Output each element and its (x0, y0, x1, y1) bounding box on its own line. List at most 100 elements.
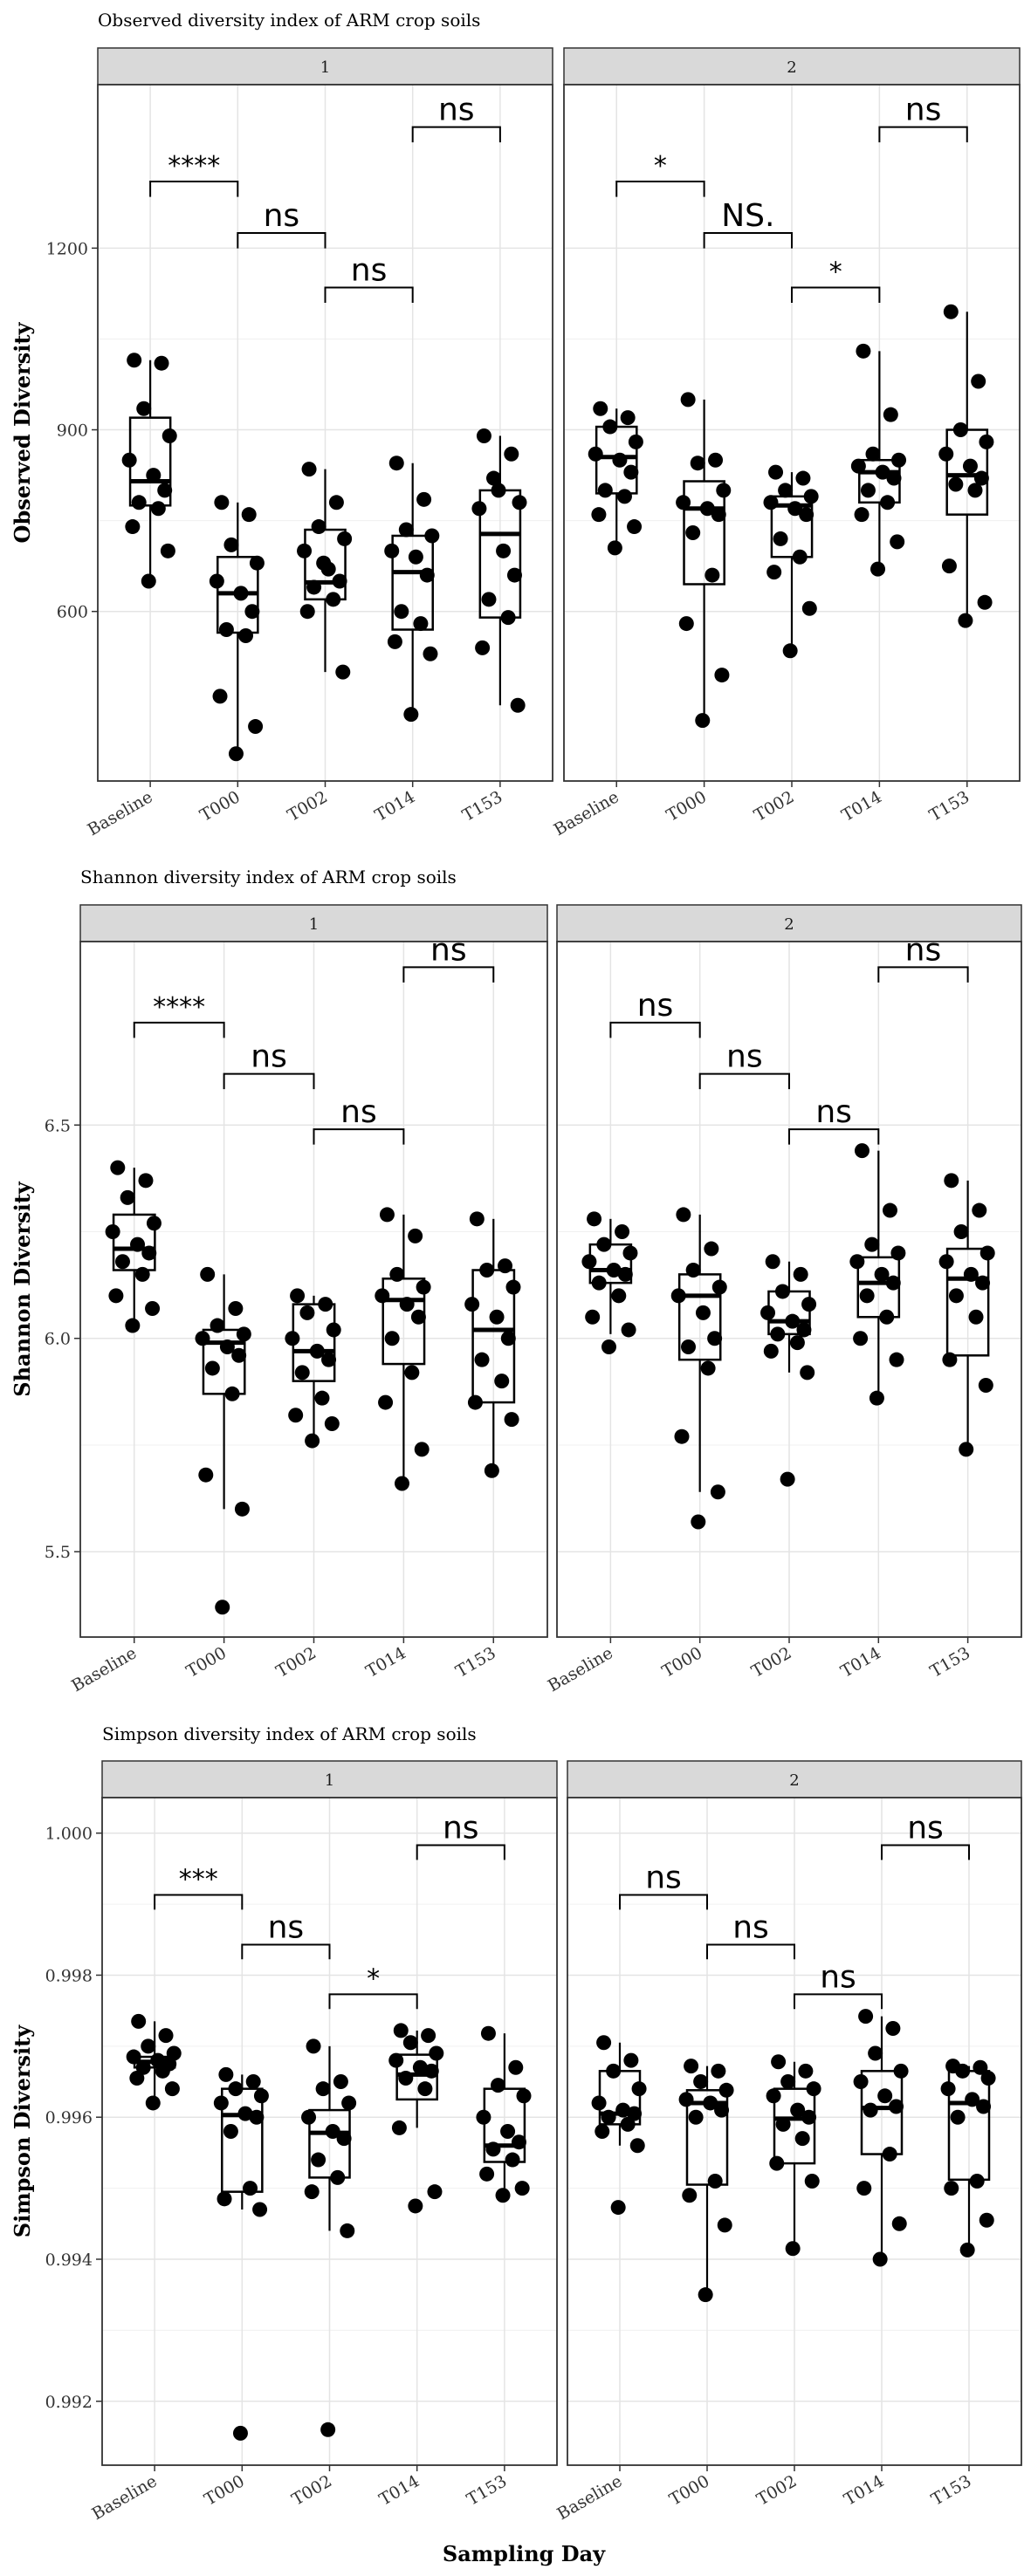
data-point (942, 1352, 958, 1367)
bracket-line (402, 966, 495, 983)
data-point (217, 2191, 232, 2207)
data-point (765, 1254, 780, 1270)
data-point (500, 2124, 516, 2139)
significance-bracket: * (328, 1963, 418, 2010)
data-point (249, 2109, 265, 2125)
data-point (940, 2081, 956, 2097)
data-point (698, 2287, 713, 2303)
bracket-line (706, 1943, 795, 1960)
data-point (780, 1471, 795, 1487)
data-point (479, 1262, 495, 1278)
data-point (412, 2059, 428, 2075)
data-point (403, 707, 419, 723)
data-point (670, 1288, 686, 1304)
data-point (606, 2063, 622, 2079)
data-point (593, 401, 608, 416)
data-point (233, 586, 249, 601)
significance-label: ns (443, 1811, 479, 1846)
facet-strip-label: 1 (325, 1771, 334, 1790)
facet-strip-label: 2 (787, 58, 796, 77)
data-point (474, 1352, 490, 1367)
data-point (387, 634, 402, 649)
significance-bracket: ns (416, 1811, 505, 1860)
data-point (500, 610, 516, 626)
data-point (125, 519, 141, 535)
data-point (959, 2242, 975, 2257)
significance-bracket: *** (154, 1864, 244, 1910)
data-point (676, 1207, 691, 1223)
bracket-line (703, 232, 793, 249)
data-point (975, 1275, 991, 1291)
data-point (585, 1309, 601, 1325)
significance-label: ns (645, 1860, 682, 1895)
data-point (379, 1207, 395, 1223)
significance-bracket: ns (237, 198, 326, 249)
chart-title: Shannon diversity index of ARM crop soil… (80, 867, 457, 887)
data-point (766, 2088, 781, 2104)
data-point (290, 1288, 306, 1304)
data-point (476, 428, 491, 443)
data-point (424, 528, 440, 544)
data-point (245, 2074, 261, 2090)
data-point (337, 531, 353, 546)
data-point (399, 1297, 415, 1312)
data-point (703, 2095, 718, 2111)
data-point (622, 1245, 638, 1261)
data-point (979, 1245, 995, 1261)
box-iqr (773, 2087, 816, 2165)
data-point (623, 2052, 639, 2068)
box-iqr (308, 2108, 351, 2179)
facet-strip (97, 47, 553, 86)
data-point (617, 1266, 633, 1282)
data-point (328, 495, 344, 510)
data-point (393, 2023, 409, 2038)
data-point (628, 434, 643, 449)
data-point (494, 1374, 510, 1389)
data-point (967, 483, 983, 498)
significance-label: * (829, 257, 842, 287)
box-iqr (677, 1273, 722, 1361)
data-point (324, 1416, 340, 1432)
data-point (496, 543, 512, 558)
data-point (944, 1173, 959, 1189)
data-point (417, 2081, 433, 2097)
data-point (804, 2173, 820, 2189)
significance-bracket: ns (402, 932, 495, 983)
data-point (780, 2074, 796, 2090)
data-point (980, 2070, 996, 2086)
data-point (421, 2028, 436, 2044)
data-point (690, 456, 705, 471)
data-point (491, 2078, 506, 2093)
data-point (127, 353, 142, 368)
y-tick-label: 0.992 (45, 2393, 93, 2412)
data-point (232, 2425, 248, 2441)
data-point (311, 519, 326, 535)
data-point (249, 555, 265, 571)
data-point (612, 452, 628, 468)
data-point (616, 489, 632, 504)
data-point (505, 2152, 520, 2168)
data-point (429, 2045, 444, 2061)
data-point (464, 1297, 480, 1312)
data-point (693, 2074, 709, 2090)
significance-bracket: ns (794, 1959, 883, 2010)
data-point (893, 2063, 909, 2079)
box-iqr (860, 2070, 904, 2155)
data-point (959, 1442, 974, 1457)
data-point (596, 1237, 612, 1252)
data-point (223, 537, 239, 552)
data-point (213, 2095, 229, 2111)
data-point (615, 2102, 631, 2118)
data-point (778, 483, 794, 498)
data-point (853, 1331, 869, 1346)
data-point (321, 1352, 337, 1367)
data-point (607, 540, 622, 556)
significance-bracket: ns (619, 1860, 708, 1910)
data-point (134, 1266, 150, 1282)
data-point (962, 458, 978, 474)
data-point (711, 2063, 726, 2079)
bracket-line (791, 286, 881, 304)
significance-label: ns (815, 1094, 852, 1130)
data-point (682, 2188, 698, 2203)
